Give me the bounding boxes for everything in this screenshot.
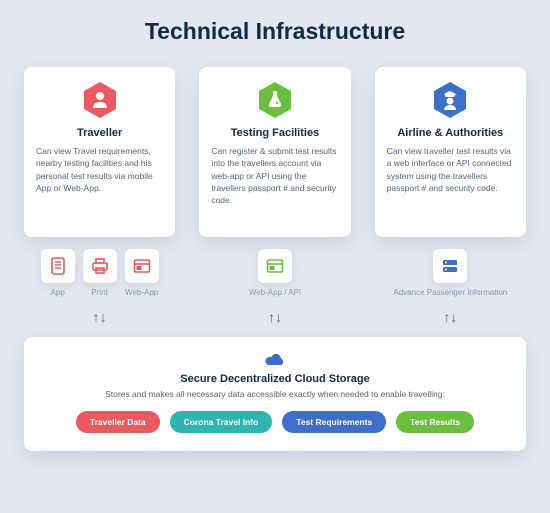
sublabel: Web-App / API [249, 288, 301, 297]
flask-icon [211, 81, 338, 119]
page-title: Technical Infrastructure [24, 18, 526, 45]
print-icon [83, 249, 117, 283]
sync-arrow-icon: ↑↓ [268, 309, 282, 325]
card-desc: Can view traveller test results via a we… [387, 145, 514, 194]
cloud-icon [42, 351, 508, 367]
pill: Test Requirements [282, 411, 386, 433]
sublabel: Advance Passenger Information [393, 288, 507, 297]
officer-icon [387, 81, 514, 119]
card-desc: Can view Travel requirements, nearby tes… [36, 145, 163, 194]
column: Traveller Can view Travel requirements, n… [24, 67, 175, 325]
person-icon [36, 81, 163, 119]
card-title: Testing Facilities [211, 127, 338, 139]
pill: Test Results [396, 411, 474, 433]
actor-card: Airline & Authorities Can view traveller … [375, 67, 526, 237]
actor-card: Testing Facilities Can register & submit … [199, 67, 350, 237]
storage-subtitle: Stores and makes all necessary data acce… [42, 389, 508, 399]
card-title: Traveller [36, 127, 163, 139]
column: Testing Facilities Can register & submit … [199, 67, 350, 325]
pill: Corona Travel Info [170, 411, 273, 433]
sublabels-row: Web-App / API [199, 288, 350, 297]
pills-row: Traveller Data Corona Travel Info Test Req… [42, 411, 508, 433]
card-desc: Can register & submit test results into … [211, 145, 338, 207]
subicons-row [24, 249, 175, 283]
infographic-root: Technical Infrastructure Traveller Can vi… [0, 0, 550, 451]
subicons-row [199, 249, 350, 283]
column: Airline & Authorities Can view traveller … [375, 67, 526, 325]
storage-card: Secure Decentralized Cloud Storage Store… [24, 337, 526, 451]
server-icon [433, 249, 467, 283]
subicons-row [375, 249, 526, 283]
actor-card: Traveller Can view Travel requirements, n… [24, 67, 175, 237]
columns-row: Traveller Can view Travel requirements, n… [24, 67, 526, 325]
storage-title: Secure Decentralized Cloud Storage [42, 373, 508, 385]
app-icon [41, 249, 75, 283]
sublabels-row: Advance Passenger Information [375, 288, 526, 297]
sublabels-row: App Print Web-App [24, 288, 175, 297]
card-title: Airline & Authorities [387, 127, 514, 139]
webapp-icon [258, 249, 292, 283]
webapp-icon [125, 249, 159, 283]
sublabel: Web-App [125, 288, 159, 297]
sublabel: Print [83, 288, 117, 297]
pill: Traveller Data [76, 411, 160, 433]
sync-arrow-icon: ↑↓ [93, 309, 107, 325]
sublabel: App [41, 288, 75, 297]
sync-arrow-icon: ↑↓ [443, 309, 457, 325]
